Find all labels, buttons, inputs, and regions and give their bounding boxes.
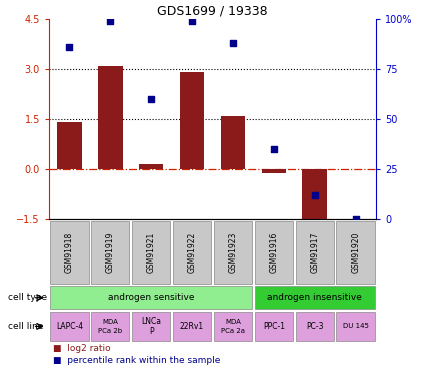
Text: LNCa: LNCa xyxy=(141,317,161,326)
Bar xyxy=(139,164,163,169)
Bar xyxy=(221,116,245,169)
Text: 22Rv1: 22Rv1 xyxy=(180,322,204,331)
Text: GSM91918: GSM91918 xyxy=(65,231,74,273)
Text: GSM91921: GSM91921 xyxy=(147,231,156,273)
Text: GSM91917: GSM91917 xyxy=(310,231,319,273)
Bar xyxy=(180,72,204,169)
Text: GSM91920: GSM91920 xyxy=(351,231,360,273)
Bar xyxy=(57,122,82,169)
Point xyxy=(352,216,359,222)
Point xyxy=(107,18,113,24)
Title: GDS1699 / 19338: GDS1699 / 19338 xyxy=(157,4,268,18)
Text: P: P xyxy=(149,327,153,336)
Text: GSM91922: GSM91922 xyxy=(187,231,196,273)
Text: GSM91923: GSM91923 xyxy=(229,231,238,273)
Text: MDA: MDA xyxy=(225,319,241,325)
Point xyxy=(270,146,277,152)
Point xyxy=(312,192,318,198)
Text: GSM91916: GSM91916 xyxy=(269,231,278,273)
Text: androgen sensitive: androgen sensitive xyxy=(108,293,194,302)
Text: ■  percentile rank within the sample: ■ percentile rank within the sample xyxy=(53,356,221,365)
Text: DU 145: DU 145 xyxy=(343,323,368,330)
Text: PCa 2b: PCa 2b xyxy=(98,328,122,334)
Text: androgen insensitive: androgen insensitive xyxy=(267,293,362,302)
Text: cell line: cell line xyxy=(8,322,44,331)
Text: PPC-1: PPC-1 xyxy=(263,322,285,331)
Bar xyxy=(261,169,286,173)
Point xyxy=(189,18,196,24)
Text: PC-3: PC-3 xyxy=(306,322,323,331)
Text: cell type: cell type xyxy=(8,293,48,302)
Point xyxy=(66,44,73,50)
Text: LAPC-4: LAPC-4 xyxy=(56,322,83,331)
Text: ■  log2 ratio: ■ log2 ratio xyxy=(53,344,111,353)
Bar xyxy=(98,66,122,169)
Text: PCa 2a: PCa 2a xyxy=(221,328,245,334)
Text: MDA: MDA xyxy=(102,319,118,325)
Bar xyxy=(303,169,327,221)
Text: GSM91919: GSM91919 xyxy=(106,231,115,273)
Point xyxy=(148,96,155,102)
Point xyxy=(230,40,236,46)
